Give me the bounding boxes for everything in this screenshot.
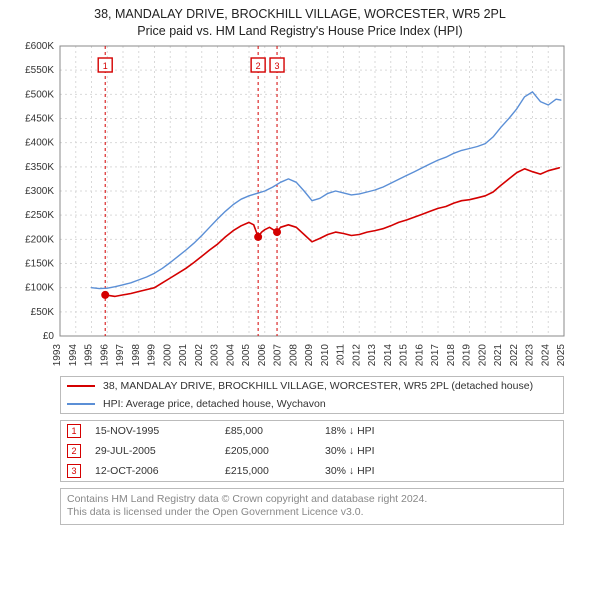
page-root: { "header": { "line1": "38, MANDALAY DRI… [0,0,600,590]
event-price: £205,000 [225,445,325,457]
x-tick-label: 2006 [257,343,268,366]
event-marker-number: 3 [275,61,280,71]
x-tick-label: 2025 [556,343,567,366]
x-tick-label: 2023 [525,343,536,366]
y-tick-label: £50K [31,307,55,318]
x-tick-label: 1999 [147,343,158,366]
x-tick-label: 2024 [540,343,551,366]
x-tick-label: 1996 [99,343,110,366]
y-tick-label: £450K [25,113,54,124]
event-marker-number: 1 [103,61,108,71]
event-number-badge: 3 [67,464,81,478]
y-tick-label: £200K [25,234,54,245]
title-line-2: Price paid vs. HM Land Registry's House … [0,23,600,40]
events-table: 1 15-NOV-1995£85,00018% ↓ HPI 2 29-JUL-2005… [60,420,564,482]
x-tick-label: 2001 [178,343,189,366]
x-tick-label: 2013 [367,343,378,366]
event-price: £85,000 [225,425,325,437]
legend-swatch [67,403,95,405]
legend-label: 38, MANDALAY DRIVE, BROCKHILL VILLAGE, W… [103,380,533,392]
x-tick-label: 1998 [131,343,142,366]
event-row: 1 15-NOV-1995£85,00018% ↓ HPI [61,421,563,441]
x-tick-label: 2016 [414,343,425,366]
y-tick-label: £350K [25,162,54,173]
x-tick-label: 2015 [399,343,410,366]
x-tick-label: 2022 [509,343,520,366]
x-tick-label: 2000 [162,343,173,366]
event-delta: 30% ↓ HPI [325,465,375,477]
legend-swatch [67,385,95,387]
x-tick-label: 2017 [430,343,441,366]
price-chart: £0 £50K £100K £150K £200K £250K £300K £350K £400… [0,40,600,370]
x-tick-label: 1995 [84,343,95,366]
y-tick-label: £600K [25,41,54,52]
x-tick-label: 2018 [446,343,457,366]
y-tick-label: £0 [43,331,55,342]
legend-row: HPI: Average price, detached house, Wych… [61,395,563,413]
y-tick-label: £150K [25,258,54,269]
event-delta: 30% ↓ HPI [325,445,375,457]
x-tick-label: 2009 [304,343,315,366]
x-tick-label: 2005 [241,343,252,366]
legend-box: 38, MANDALAY DRIVE, BROCKHILL VILLAGE, W… [60,376,564,414]
event-date: 12-OCT-2006 [95,465,225,477]
event-delta: 18% ↓ HPI [325,425,375,437]
x-tick-label: 2008 [288,343,299,366]
legend-label: HPI: Average price, detached house, Wych… [103,398,326,410]
x-tick-label: 2002 [194,343,205,366]
title-line-1: 38, MANDALAY DRIVE, BROCKHILL VILLAGE, W… [0,6,600,23]
event-number-badge: 1 [67,424,81,438]
footer-line-2: This data is licensed under the Open Gov… [67,506,557,520]
event-number-badge: 2 [67,444,81,458]
x-tick-label: 2004 [225,343,236,366]
event-row: 3 12-OCT-2006£215,00030% ↓ HPI [61,461,563,481]
chart-container: £0 £50K £100K £150K £200K £250K £300K £350K £400… [0,40,600,370]
y-tick-label: £250K [25,210,54,221]
x-tick-label: 1997 [115,343,126,366]
y-tick-label: £400K [25,137,54,148]
y-tick-label: £100K [25,282,54,293]
x-tick-label: 1993 [52,343,63,366]
x-tick-label: 2012 [351,343,362,366]
x-tick-label: 2020 [477,343,488,366]
x-tick-label: 2003 [210,343,221,366]
event-marker-number: 2 [256,61,261,71]
legend-row: 38, MANDALAY DRIVE, BROCKHILL VILLAGE, W… [61,377,563,395]
x-tick-label: 1994 [68,343,79,366]
event-date: 15-NOV-1995 [95,425,225,437]
event-row: 2 29-JUL-2005£205,00030% ↓ HPI [61,441,563,461]
x-tick-label: 2007 [273,343,284,366]
x-tick-label: 2014 [383,343,394,366]
x-tick-label: 2021 [493,343,504,366]
x-tick-label: 2010 [320,343,331,366]
y-tick-label: £300K [25,186,54,197]
chart-titles: 38, MANDALAY DRIVE, BROCKHILL VILLAGE, W… [0,0,600,40]
y-tick-label: £500K [25,89,54,100]
x-tick-label: 2011 [336,343,347,365]
attribution-footer: Contains HM Land Registry data © Crown c… [60,488,564,525]
event-date: 29-JUL-2005 [95,445,225,457]
event-price: £215,000 [225,465,325,477]
x-tick-label: 2019 [462,343,473,366]
y-tick-label: £550K [25,65,54,76]
footer-line-1: Contains HM Land Registry data © Crown c… [67,493,557,507]
